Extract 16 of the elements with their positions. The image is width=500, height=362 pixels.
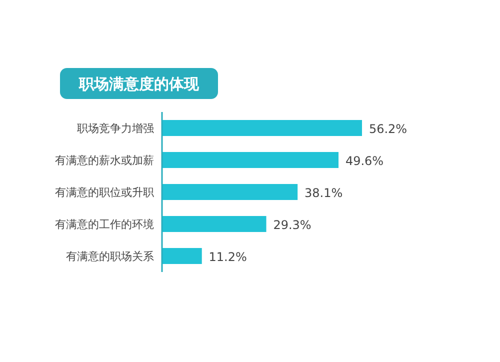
y-tick-label: 有满意的职场关系 <box>66 250 154 263</box>
y-tick-label: 有满意的工作的环境 <box>55 218 154 231</box>
bar <box>162 184 298 200</box>
y-tick-label: 职场竞争力增强 <box>77 122 154 135</box>
data-label: 38.1% <box>304 186 343 200</box>
bar <box>162 152 339 168</box>
data-label: 49.6% <box>345 154 384 168</box>
data-label: 29.3% <box>273 218 312 232</box>
y-tick-label: 有满意的薪水或加薪 <box>55 154 154 167</box>
bar <box>162 216 266 232</box>
bar <box>162 248 202 264</box>
bar <box>162 120 362 136</box>
data-label: 56.2% <box>368 122 408 136</box>
data-label: 11.2% <box>208 250 247 264</box>
y-tick-label: 有满意的职位或升职 <box>55 186 154 199</box>
chart-title: 职场满意度的体现 <box>78 75 200 93</box>
